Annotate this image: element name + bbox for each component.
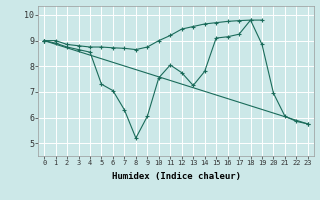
X-axis label: Humidex (Indice chaleur): Humidex (Indice chaleur) — [111, 172, 241, 181]
